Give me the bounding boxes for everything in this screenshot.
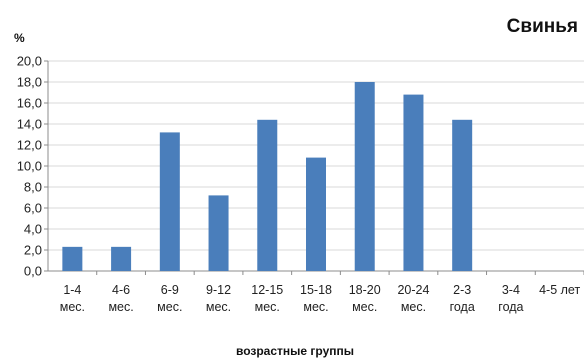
bar bbox=[306, 157, 326, 271]
x-tick-label-line2: мес. bbox=[108, 300, 133, 314]
y-tick-label: 12,0 bbox=[17, 138, 42, 153]
x-tick-label: 18-20 bbox=[349, 283, 381, 297]
x-tick-label-line2: мес. bbox=[303, 300, 328, 314]
y-tick-label: 20,0 bbox=[17, 54, 42, 69]
x-tick-label-line2: мес. bbox=[352, 300, 377, 314]
x-tick-label: 2-3 bbox=[453, 283, 471, 297]
x-tick-label: 15-18 bbox=[300, 283, 332, 297]
x-tick-label-line2: года bbox=[498, 300, 523, 314]
y-tick-label: 16,0 bbox=[17, 96, 42, 111]
y-tick-label: 14,0 bbox=[17, 117, 42, 132]
x-tick-label: 4-6 bbox=[112, 283, 130, 297]
bar bbox=[62, 246, 83, 271]
bar bbox=[159, 132, 180, 271]
y-tick-labels: 0,0 2,0 4,0 6,0 8,0 10,0 12,0 14,0 16,0 18,0 20,0 bbox=[17, 54, 42, 279]
x-tick-label-line2: мес. bbox=[255, 300, 280, 314]
bar bbox=[354, 82, 375, 271]
y-tick-label: 6,0 bbox=[24, 201, 42, 216]
x-axis-label: возрастные группы bbox=[236, 344, 354, 358]
y-tick-label: 2,0 bbox=[24, 243, 42, 258]
y-tick-label: 10,0 bbox=[17, 159, 42, 174]
bars bbox=[62, 82, 473, 271]
x-tick-label: 20-24 bbox=[397, 283, 429, 297]
y-tick-label: 8,0 bbox=[24, 180, 42, 195]
y-axis-unit-label: % bbox=[14, 31, 25, 45]
x-tick-label: 1-4 bbox=[63, 283, 81, 297]
x-tick-label: 9-12 bbox=[206, 283, 231, 297]
bar bbox=[111, 246, 132, 271]
x-tick-label: 3-4 bbox=[502, 283, 520, 297]
x-tick-label: 12-15 bbox=[251, 283, 283, 297]
bar bbox=[257, 119, 278, 271]
x-tick-label: 4-5 лет bbox=[539, 283, 580, 297]
x-tick-label-line2: года bbox=[450, 300, 475, 314]
x-tick-labels: 1-4 мес. 4-6 мес. 6-9 мес. 9-12 мес. 12-15 мес. 15… bbox=[60, 283, 581, 314]
y-tick-label: 0,0 bbox=[24, 264, 42, 279]
y-tick-label: 4,0 bbox=[24, 222, 42, 237]
x-tick-label-line2: мес. bbox=[60, 300, 85, 314]
x-tick-label-line2: мес. bbox=[401, 300, 426, 314]
x-tick-label-line2: мес. bbox=[206, 300, 231, 314]
x-tick-label: 6-9 bbox=[161, 283, 179, 297]
bar bbox=[208, 195, 229, 271]
x-tick-label-line2: мес. bbox=[157, 300, 182, 314]
chart-title: Свинья bbox=[507, 16, 578, 37]
bar bbox=[403, 94, 424, 271]
bar bbox=[452, 119, 473, 271]
y-tick-label: 18,0 bbox=[17, 75, 42, 90]
